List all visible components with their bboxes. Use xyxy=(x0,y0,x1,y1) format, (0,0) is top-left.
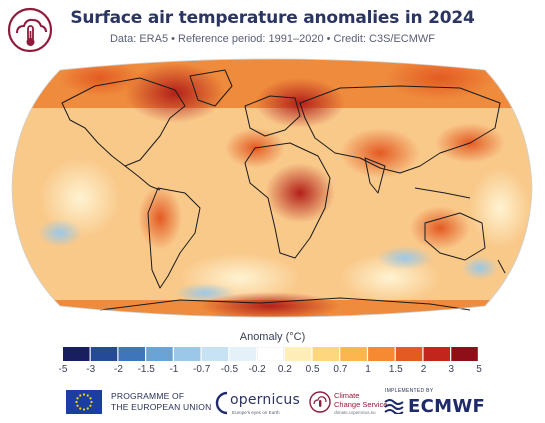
legend-swatch xyxy=(451,347,478,361)
page-title: Surface air temperature anomalies in 202… xyxy=(70,8,475,28)
legend-tick-label: -0.5 xyxy=(220,364,239,375)
legend-color-bar xyxy=(63,347,478,361)
c3s-line-2: Change Service xyxy=(334,400,388,409)
eu-star xyxy=(90,400,93,404)
legend-swatch xyxy=(201,347,229,361)
eu-star xyxy=(82,408,86,411)
temperature-anomaly-map xyxy=(11,58,533,318)
eu-star xyxy=(79,394,82,397)
eu-star xyxy=(89,397,92,400)
copernicus-logo-icon xyxy=(215,391,228,415)
legend-tick-label: 1 xyxy=(365,364,371,375)
legend-swatch xyxy=(312,347,340,361)
c3s-tagline: climate.copernicus.eu xyxy=(334,410,376,415)
legend-tick-label: -2 xyxy=(114,364,123,375)
eu-line-1: PROGRAMME OF xyxy=(111,391,185,401)
eu-star xyxy=(76,404,79,407)
legend-tick-label: -0.7 xyxy=(193,364,211,375)
legend-tick-label: 0.5 xyxy=(305,364,320,375)
legend-swatch xyxy=(256,347,284,361)
c3s-text: Climate Change Service xyxy=(334,391,387,409)
copernicus-wordmark: opernicus xyxy=(230,392,301,408)
legend-swatch xyxy=(423,347,451,361)
eu-star xyxy=(75,400,78,404)
legend-tick-label: 5 xyxy=(476,364,482,375)
legend-tick-label: 2 xyxy=(420,364,427,375)
legend-swatch xyxy=(146,347,173,361)
legend-swatch xyxy=(340,347,367,361)
legend-swatch xyxy=(63,347,90,361)
c3s-line-1: Climate xyxy=(334,391,360,400)
copernicus-tagline: Europe's eyes on Earth xyxy=(232,410,280,415)
legend-tick-label: -1 xyxy=(169,364,179,375)
legend-swatch xyxy=(368,347,395,361)
eu-star xyxy=(86,394,89,397)
legend-tick-label: -5 xyxy=(58,364,68,375)
eu-line-2: THE EUROPEAN UNION xyxy=(111,402,212,412)
legend-title: Anomaly (°C) xyxy=(239,331,306,343)
legend-ticks: -5 -3 -2 -1.5 -1 -0.7 -0.5 -0.2 0.2 0.5 0.7 1 1.5 2 3 5 xyxy=(0,364,545,378)
legend-swatch xyxy=(229,347,256,361)
eu-flag-icon xyxy=(66,390,102,414)
legend-tick-label: 0.2 xyxy=(277,364,292,375)
legend-swatch xyxy=(90,347,118,361)
legend-tick-label: -3 xyxy=(86,364,96,375)
legend-swatch xyxy=(173,347,201,361)
eu-star xyxy=(76,397,79,400)
legend-swatch xyxy=(284,347,312,361)
implemented-by-label: IMPLEMENTED BY xyxy=(385,388,434,394)
eu-star xyxy=(89,404,92,407)
coastlines xyxy=(61,69,506,311)
eu-star xyxy=(86,407,89,410)
ecmwf-wordmark: ECMWF xyxy=(408,396,486,417)
legend-tick-label: 1.5 xyxy=(388,364,403,375)
eu-star xyxy=(79,407,82,410)
legend-tick-label: -0.2 xyxy=(248,364,266,375)
thermometer-cloud-icon xyxy=(7,7,53,53)
climate-change-service-icon xyxy=(309,391,331,413)
eu-star xyxy=(82,393,86,396)
legend-swatch xyxy=(395,347,423,361)
page-subtitle: Data: ERA5 • Reference period: 1991–2020… xyxy=(109,33,436,45)
eu-programme-text: PROGRAMME OF THE EUROPEAN UNION xyxy=(111,391,211,413)
anomaly-field xyxy=(12,59,532,317)
legend-tick-label: 0.7 xyxy=(333,364,348,375)
legend-tick-label: -1.5 xyxy=(137,364,155,375)
ecmwf-wave-icon xyxy=(384,399,404,414)
legend-tick-label: 3 xyxy=(448,364,455,375)
legend-swatch xyxy=(118,347,145,361)
